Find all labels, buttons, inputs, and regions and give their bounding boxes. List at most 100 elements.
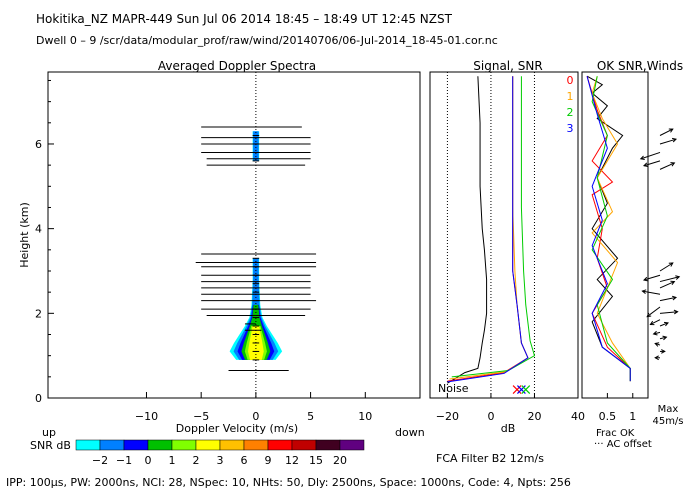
ok-series-2 — [591, 76, 631, 382]
signal-gridlines — [446, 72, 535, 398]
colorbar-swatches — [75, 439, 365, 451]
series-label-3: 3 — [567, 122, 574, 135]
wind-arrow — [640, 151, 661, 160]
series-label-2: 2 — [567, 106, 574, 119]
wind-arrow — [659, 162, 675, 170]
wind-arrowhead — [643, 276, 649, 282]
series-label-1: 1 — [567, 90, 574, 103]
ytick-label: 4 — [35, 223, 42, 236]
signal-frame — [429, 71, 579, 399]
signal-series — [447, 76, 536, 384]
signal-title: Signal, SNR — [473, 59, 542, 73]
down-label: down — [395, 426, 425, 439]
ok-xtick-label: 1 — [629, 410, 636, 423]
spectra-noise-bars — [195, 126, 317, 371]
colorbar-swatch — [123, 439, 149, 451]
snr-blob-high — [253, 131, 259, 161]
colorbar-tick-label: 3 — [217, 454, 224, 467]
ytick-label: 6 — [35, 138, 42, 151]
ok-series — [586, 75, 631, 382]
signal-series-3 — [447, 76, 529, 383]
signal-panel: Signal, SNR dB Noise −20 0 20 40 — [429, 59, 585, 435]
signal-xtick-label: −20 — [436, 410, 459, 423]
max-value: 45m/s — [652, 416, 683, 427]
wind-arrow — [659, 138, 677, 145]
ok-series-black — [586, 75, 631, 382]
signal-xticks: −20 0 20 40 — [436, 393, 585, 423]
colorbar-tick-label: 2 — [193, 454, 200, 467]
wind-arrowhead — [654, 342, 660, 347]
noise-mark — [512, 385, 522, 394]
series-label-0: 0 — [567, 74, 574, 87]
colorbar-swatch — [243, 439, 269, 451]
up-label: up — [42, 426, 56, 439]
header-line-2: Dwell 0 – 9 /scr/data/modular_prof/raw/w… — [36, 34, 498, 47]
wind-arrow — [659, 128, 674, 136]
wind-arrowhead — [662, 335, 668, 341]
wind-arrowhead — [672, 295, 678, 301]
winds-frame — [581, 71, 649, 399]
wind-arrowhead — [646, 312, 652, 318]
colorbar: SNR dB −2 −1 0 1 2 3 6 9 12 15 20 — [30, 439, 365, 467]
colorbar-ticks: −2 −1 0 1 2 3 6 9 12 15 20 — [92, 454, 347, 467]
wind-arrow — [659, 296, 677, 302]
xtick-label: −5 — [193, 410, 209, 423]
signal-series-0 — [447, 76, 529, 382]
spectra-ylabel: Height (km) — [18, 202, 31, 268]
colorbar-swatch — [267, 439, 293, 451]
xtick-label: −10 — [135, 410, 158, 423]
wind-arrow — [643, 274, 661, 281]
wind-arrowhead — [668, 128, 674, 133]
ytick-label: 2 — [35, 307, 42, 320]
wind-arrow — [659, 336, 667, 340]
colorbar-label: SNR dB — [30, 439, 71, 452]
noise-label: Noise — [438, 382, 469, 395]
colorbar-swatch — [171, 439, 197, 451]
colorbar-tick-label: 20 — [333, 454, 347, 467]
wind-arrowhead — [641, 289, 647, 294]
colorbar-swatch — [315, 439, 341, 451]
colorbar-tick-label: −2 — [92, 454, 108, 467]
signal-xtick-label: 40 — [571, 410, 585, 423]
wind-arrow — [659, 311, 678, 314]
colorbar-swatch — [195, 439, 221, 451]
signal-series-1 — [449, 76, 529, 380]
signal-xlabel: dB — [501, 422, 516, 435]
footer-params: IPP: 100µs, PW: 2000ns, NCI: 28, NSpec: … — [6, 476, 571, 489]
noise-mark — [521, 385, 531, 394]
ok-xtick-label: 0.5 — [599, 410, 617, 423]
ytick-label: 0 — [35, 392, 42, 405]
wind-arrow — [643, 160, 661, 167]
wind-arrowhead — [673, 309, 679, 315]
spectra-yticks: 0 2 4 6 — [35, 79, 54, 405]
wind-arrowhead — [661, 349, 666, 354]
wind-arrow — [659, 276, 680, 283]
colorbar-tick-label: 0 — [145, 454, 152, 467]
winds-xticks: 0.5 1 — [599, 393, 636, 423]
ac-offset-label: ··· AC offset — [594, 439, 652, 450]
wind-arrowhead — [663, 321, 669, 327]
colorbar-tick-label: 15 — [309, 454, 323, 467]
wind-arrow — [653, 331, 661, 335]
wind-arrowhead — [649, 320, 655, 326]
wind-arrow — [650, 319, 661, 325]
wind-arrowhead — [670, 280, 676, 286]
colorbar-swatch — [219, 439, 245, 451]
spectra-frame — [47, 71, 421, 399]
xtick-label: 5 — [307, 410, 314, 423]
series-labels: 0 1 2 3 — [567, 74, 574, 135]
wind-arrowhead — [671, 137, 677, 143]
frac-ok-label: Frac OK — [596, 428, 635, 439]
colorbar-tick-label: 6 — [241, 454, 248, 467]
signal-xtick-label: 20 — [527, 410, 541, 423]
wind-arrow — [646, 306, 661, 317]
signal-series-black — [447, 76, 488, 384]
spectra-xlabel: Doppler Velocity (m/s) — [176, 422, 298, 435]
wind-arrowhead — [639, 155, 645, 161]
wind-arrowhead — [643, 162, 649, 168]
xtick-label: 0 — [252, 410, 259, 423]
spectra-title: Averaged Doppler Spectra — [158, 59, 316, 73]
ok-series-1 — [591, 76, 631, 382]
